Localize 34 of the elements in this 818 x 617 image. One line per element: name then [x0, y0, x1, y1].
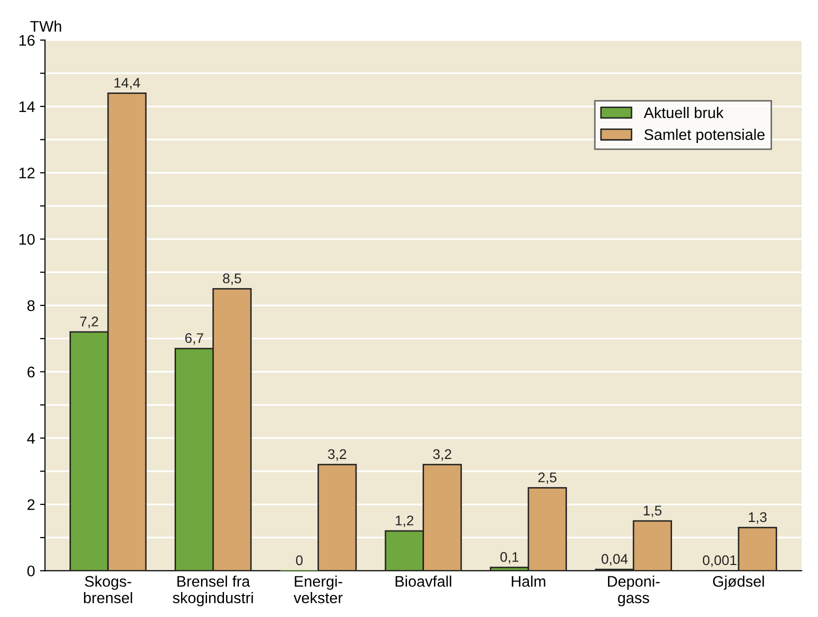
y-tick-label: 10	[19, 234, 35, 245]
x-tick-label: Deponi- gass	[608, 576, 660, 606]
x-tick-label: Gjødsel	[713, 576, 764, 590]
x-tick-label: Skogs- brensel	[84, 576, 132, 604]
y-tick-label: 2	[28, 499, 34, 510]
y-axis-title: TWh	[30, 20, 62, 32]
x-tick-label: Bioavfall	[396, 576, 452, 587]
y-tick-label: 6	[28, 366, 35, 378]
data-label: 0,1	[500, 552, 518, 564]
x-tick-label: Energi- vekster	[294, 576, 343, 604]
y-tick-label: 16	[19, 34, 35, 46]
data-label: 0,04	[602, 554, 628, 566]
x-tick-label: Brensel fra skogindustri	[172, 576, 253, 606]
y-tick-label: 0	[27, 566, 35, 576]
data-label: 8,5	[223, 273, 242, 285]
data-label: 14,4	[114, 78, 140, 90]
legend-label: Aktuell bruk	[644, 106, 724, 118]
data-label: 3,2	[328, 449, 346, 461]
bar	[318, 464, 357, 571]
data-label: 1,2	[396, 516, 414, 528]
y-tick-label: 14	[19, 101, 35, 112]
y-tick-label: 4	[27, 433, 35, 444]
x-tick-label: Halm	[512, 576, 546, 587]
data-label: 7,2	[80, 316, 98, 328]
data-label: 2,5	[538, 472, 556, 484]
data-label: 1,5	[644, 506, 662, 518]
data-label: 0,001	[702, 555, 736, 567]
data-label: 3,2	[433, 449, 452, 461]
y-tick-label: 12	[19, 168, 34, 178]
y-tick-label: 8	[27, 300, 35, 312]
data-label: 1,3	[748, 512, 767, 524]
legend-label: Samlet potensiale	[644, 128, 765, 144]
data-label: 0	[296, 555, 303, 566]
data-label: 6,7	[185, 333, 204, 345]
